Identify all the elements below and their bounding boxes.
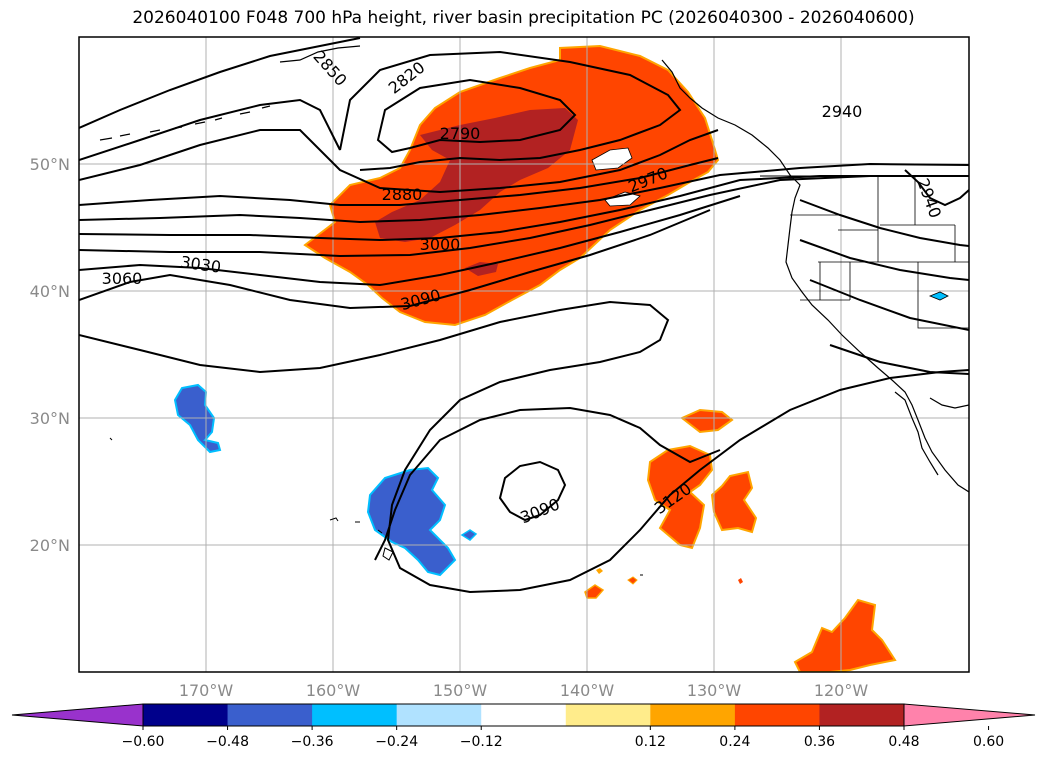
pacific-islands [109,437,643,576]
contour-3090-east [809,279,969,331]
lat-tick: 20°N [30,536,70,555]
contour-3030-east [799,199,969,247]
height-contours [79,37,969,594]
colorbar-bin [565,704,651,726]
colorbar-bin [650,704,736,726]
baja-california [894,391,939,476]
contour-3120 [374,406,721,561]
colorbar-tick-label: −0.12 [460,734,503,750]
neutral-hole-2 [604,191,641,207]
lat-tick: 50°N [30,155,70,174]
contour-2850 [79,37,361,129]
colorbar-extend-low [11,703,144,727]
colorbar-tick-label: 0.48 [888,734,919,750]
contour-label-3060: 3060 [102,269,143,288]
north-america-coast [661,59,969,493]
contour-2820 [339,50,682,171]
colorbar-extend-high [903,703,1036,727]
contour-label-3000: 3000 [420,235,461,254]
contour-3060-east [799,239,969,281]
colorbar-tick-label: −0.48 [206,734,249,750]
colorbar-bin [312,704,398,726]
lon-tick: 140°W [560,681,615,700]
map-frame [78,36,970,673]
contour-2910 [79,157,719,206]
strong-positive-core [375,108,578,242]
colorbar-bin [227,704,313,726]
lon-tick: 170°W [179,681,234,700]
map-panel [79,37,969,672]
positive-spot-2 [627,576,638,585]
colorbar-tick-label: −0.60 [122,734,165,750]
contour-3060 [79,209,711,310]
contour-3090-inner [498,460,567,522]
colorbar-frame [142,703,905,727]
colorbar-bin [396,704,482,726]
colorbar-bin [819,704,905,726]
alaska-coast [279,45,361,63]
contour-label-2790: 2790 [440,124,481,143]
lon-tick-labels: 170°W 160°W 150°W 140°W 130°W 120°W [179,681,869,700]
lon-tick: 120°W [814,681,869,700]
contour-3120-east [829,344,969,375]
positive-anomaly-subtropic-3 [710,470,758,534]
contour-3000 [79,175,871,258]
colorbar-tick-label: 0.60 [973,734,1004,750]
positive-spot-1 [596,568,603,574]
colorbar-tick-label: 0.24 [719,734,750,750]
contour-2940-east [904,169,969,207]
graticule [79,37,969,672]
contour-2850-south [79,98,341,161]
colorbar-bin [143,704,229,726]
positive-anomaly-subtropic-2 [680,408,734,434]
contour-2970 [79,175,969,242]
lon-tick: 150°W [433,681,488,700]
contour-2880 [79,129,719,194]
colorbar-bin [734,704,820,726]
contour-3090-outer [79,300,969,594]
colorbar-tick-label: −0.24 [375,734,418,750]
colorbar-tick-label: 0.36 [804,734,835,750]
positive-spot-3 [738,578,743,584]
colorbar: −0.60 −0.48 −0.36 −0.24 −0.12 0.12 0.24 0.36 0.4… [11,703,1036,750]
lon-tick: 130°W [687,681,742,700]
contour-label-2940: 2940 [822,102,863,121]
map-title: 2026040100 F048 700 hPa height, river ba… [132,8,915,28]
negative-spot-land [928,291,949,301]
colorbar-tick-label: 0.12 [635,734,666,750]
contour-2940 [79,162,969,224]
colorbar-tick-label: −0.36 [291,734,334,750]
contour-3030 [79,195,741,287]
strong-positive-patch [465,262,498,276]
lat-tick: 40°N [30,282,70,301]
negative-anomaly-hawaii [366,466,457,577]
negative-spot-small [460,529,478,541]
colorbar-bin [481,704,567,726]
gulf-coast [929,397,969,409]
contour-label-2880: 2880 [382,185,423,204]
lat-tick: 30°N [30,409,70,428]
contour-2790 [376,78,577,154]
lon-tick: 160°W [306,681,361,700]
lat-tick-labels: 50°N 40°N 30°N 20°N [30,155,70,555]
